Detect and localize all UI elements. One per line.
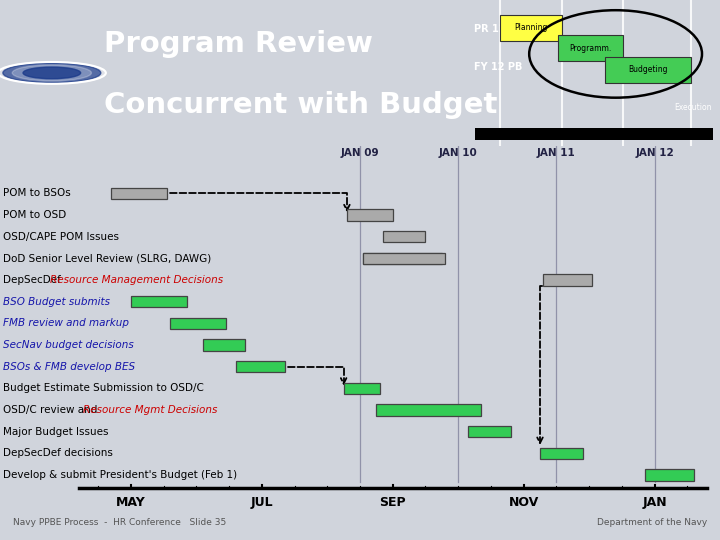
- Text: Resource Mgmt Decisions: Resource Mgmt Decisions: [84, 405, 217, 415]
- Text: NOV: NOV: [508, 496, 539, 509]
- Text: MAY: MAY: [116, 496, 145, 509]
- Text: SecNav budget decisions: SecNav budget decisions: [4, 340, 134, 350]
- Bar: [468, 426, 510, 437]
- Text: Budget Estimate Submission to OSD/C: Budget Estimate Submission to OSD/C: [4, 383, 204, 394]
- Text: DepSecDef decisions: DepSecDef decisions: [4, 448, 113, 458]
- Bar: [644, 469, 694, 481]
- Text: JAN: JAN: [642, 496, 667, 509]
- Text: Department of the Navy: Department of the Navy: [597, 518, 707, 527]
- Text: Develop & submit President's Budget (Feb 1): Develop & submit President's Budget (Feb…: [4, 470, 238, 480]
- Bar: [500, 15, 562, 41]
- Bar: [112, 188, 167, 199]
- Circle shape: [0, 62, 106, 84]
- Text: Major Budget Issues: Major Budget Issues: [4, 427, 109, 437]
- Text: Resource Management Decisions: Resource Management Decisions: [50, 275, 223, 285]
- Text: Execution: Execution: [674, 103, 711, 112]
- Text: JAN 09: JAN 09: [341, 148, 379, 158]
- Text: Planning: Planning: [514, 23, 548, 32]
- Bar: [235, 361, 284, 373]
- Text: JAN 10: JAN 10: [438, 148, 477, 158]
- Bar: [540, 448, 582, 459]
- Text: OSD/CAPE POM Issues: OSD/CAPE POM Issues: [4, 232, 120, 242]
- Bar: [558, 35, 623, 61]
- Bar: [364, 253, 442, 264]
- Text: FMB review and markup: FMB review and markup: [4, 319, 130, 328]
- Text: Budgeting: Budgeting: [629, 65, 667, 75]
- Text: JAN 11: JAN 11: [537, 148, 576, 158]
- Circle shape: [3, 63, 101, 83]
- Text: SEP: SEP: [379, 496, 406, 509]
- Text: DoD Senior Level Review (SLRG, DAWG): DoD Senior Level Review (SLRG, DAWG): [4, 253, 212, 264]
- Bar: [364, 253, 445, 264]
- Text: Concurrent with Budget: Concurrent with Budget: [104, 91, 498, 119]
- Circle shape: [23, 67, 81, 79]
- Text: PR 12: PR 12: [474, 24, 505, 34]
- Text: POM to OSD: POM to OSD: [4, 210, 66, 220]
- Text: Program Review: Program Review: [104, 30, 373, 58]
- Circle shape: [12, 65, 91, 81]
- Bar: [203, 340, 246, 351]
- Text: OSD/C review and: OSD/C review and: [4, 405, 101, 415]
- Text: FY 12 PB: FY 12 PB: [474, 62, 522, 72]
- Text: JUL: JUL: [251, 496, 273, 509]
- Bar: [347, 210, 392, 221]
- Bar: [475, 129, 713, 140]
- Text: Navy PPBE Process  -  HR Conference   Slide 35: Navy PPBE Process - HR Conference Slide …: [13, 518, 226, 527]
- Text: BSO Budget submits: BSO Budget submits: [4, 297, 110, 307]
- Text: Programm.: Programm.: [570, 44, 611, 52]
- Bar: [170, 318, 226, 329]
- Text: POM to BSOs: POM to BSOs: [4, 188, 71, 199]
- Bar: [131, 296, 186, 307]
- Bar: [377, 404, 481, 416]
- Bar: [605, 57, 691, 83]
- Text: DepSecDef: DepSecDef: [4, 275, 64, 285]
- Bar: [544, 274, 593, 286]
- Bar: [383, 231, 426, 242]
- Text: JAN 12: JAN 12: [635, 148, 674, 158]
- Text: BSOs & FMB develop BES: BSOs & FMB develop BES: [4, 362, 135, 372]
- Bar: [343, 383, 379, 394]
